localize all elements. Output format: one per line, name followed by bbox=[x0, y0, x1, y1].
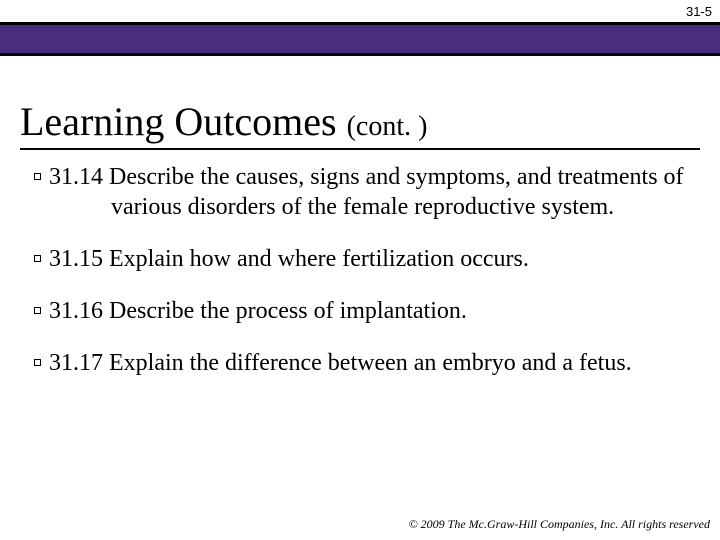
list-item: 31.15 Explain how and where fertilizatio… bbox=[34, 244, 694, 274]
outcome-text: 31.17 Explain the difference between an … bbox=[111, 348, 694, 378]
square-bullet-icon bbox=[34, 359, 41, 366]
page-number: 31-5 bbox=[686, 4, 712, 19]
list-item: 31.17 Explain the difference between an … bbox=[34, 348, 694, 378]
square-bullet-icon bbox=[34, 255, 41, 262]
heading-suffix: (cont. ) bbox=[347, 111, 428, 142]
decorative-banner bbox=[0, 22, 720, 56]
square-bullet-icon bbox=[34, 173, 41, 180]
list-item: 31.16 Describe the process of implantati… bbox=[34, 296, 694, 326]
slide-heading: Learning Outcomes (cont. ) bbox=[20, 98, 427, 145]
outcomes-list: 31.14 Describe the causes, signs and sym… bbox=[34, 162, 694, 400]
copyright-text: © 2009 The Mc.Graw-Hill Companies, Inc. … bbox=[409, 517, 710, 532]
outcome-text: 31.14 Describe the causes, signs and sym… bbox=[111, 162, 694, 222]
heading-main: Learning Outcomes bbox=[20, 99, 337, 144]
heading-underline bbox=[20, 148, 700, 150]
outcome-text: 31.16 Describe the process of implantati… bbox=[111, 296, 694, 326]
list-item: 31.14 Describe the causes, signs and sym… bbox=[34, 162, 694, 222]
slide: 31-5 Learning Outcomes (cont. ) 31.14 De… bbox=[0, 0, 720, 540]
square-bullet-icon bbox=[34, 307, 41, 314]
outcome-text: 31.15 Explain how and where fertilizatio… bbox=[111, 244, 694, 274]
